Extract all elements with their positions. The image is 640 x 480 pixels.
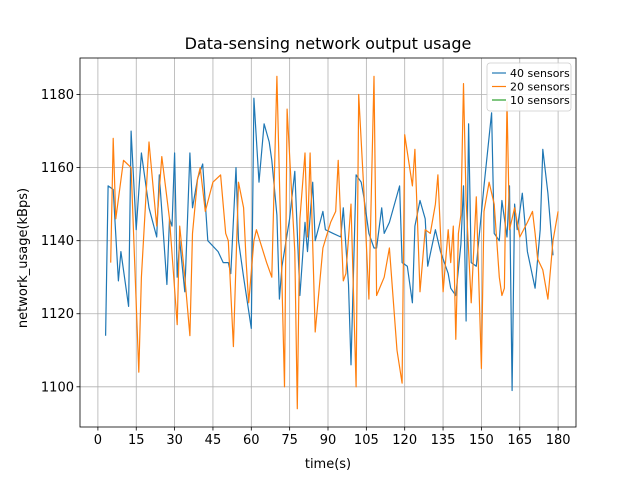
plot-series: [105, 75, 559, 410]
x-tick-label: 75: [281, 433, 298, 448]
x-tick-label: 45: [205, 433, 222, 448]
legend-label-10-sensors: 10 sensors: [510, 94, 570, 107]
legend-label-20-sensors: 20 sensors: [510, 81, 570, 94]
legend-box: [486, 62, 572, 112]
y-tick-label: 1140: [41, 234, 74, 249]
x-tick-label: 135: [431, 433, 456, 448]
x-tick-label: 105: [354, 433, 379, 448]
x-tick-label: 60: [243, 433, 260, 448]
x-tick-label: 15: [128, 433, 145, 448]
x-tick-label: 180: [546, 433, 571, 448]
axis-ticks: 0 15 30 45 60 75 90 105 120 135 150 165 180 1100 1120 1…: [41, 88, 571, 448]
y-tick-label: 1180: [41, 88, 74, 103]
x-tick-label: 165: [507, 433, 532, 448]
x-tick-label: 90: [320, 433, 337, 448]
x-axis-title: time(s): [305, 457, 351, 472]
y-tick-label: 1160: [41, 161, 74, 176]
legend-label-40-sensors: 40 sensors: [510, 67, 570, 80]
x-tick-label: 30: [166, 433, 183, 448]
x-tick-label: 120: [392, 433, 417, 448]
x-tick-label: 150: [469, 433, 494, 448]
chart-title: Data-sensing network output usage: [185, 34, 472, 53]
y-axis-title: network_usage(kBps): [16, 188, 31, 328]
y-tick-label: 1120: [41, 307, 74, 322]
y-tick-label: 1100: [41, 380, 74, 395]
series-line-20-sensors: [110, 75, 559, 410]
x-tick-label: 0: [94, 433, 102, 448]
